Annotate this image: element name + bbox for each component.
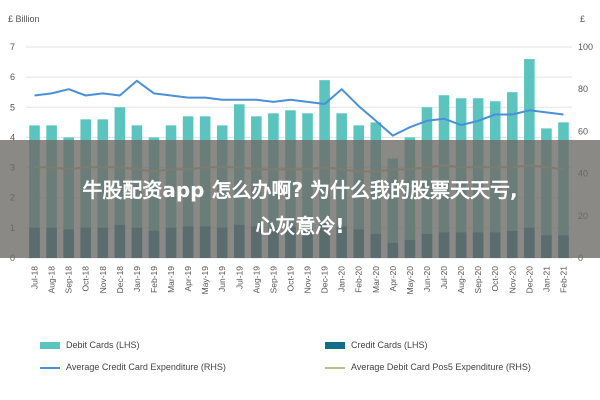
legend-swatch	[40, 342, 60, 350]
avg-credit-expenditure-line	[34, 79, 564, 137]
legend-label: Debit Cards (LHS)	[66, 340, 140, 350]
left-tick-label: 4	[10, 132, 15, 142]
right-tick-label: 80	[578, 84, 588, 94]
x-tick-label: Dec-19	[320, 266, 330, 294]
x-tick-label: Dec-18	[115, 266, 125, 294]
x-tick-label: Oct-20	[490, 266, 500, 292]
overlay-line-1: 牛股配资app 怎么办啊? 为什么我的股票天天亏,	[82, 178, 518, 202]
left-tick-label: 7	[10, 42, 15, 52]
x-tick-label: May-20	[405, 266, 415, 295]
watermark-overlay	[0, 140, 600, 258]
left-tick-label: 6	[10, 72, 15, 82]
legend-avg-debit: Average Debit Card Pos5 Expenditure (RHS…	[325, 362, 531, 372]
x-tick-label: Dec-20	[524, 266, 534, 294]
x-tick-label: Aug-19	[251, 266, 261, 294]
x-tick-label: Jun-19	[217, 266, 227, 292]
x-tick-label: Mar-20	[371, 266, 381, 293]
right-tick-label: 0	[578, 253, 583, 263]
x-tick-label: Mar-19	[166, 266, 176, 293]
legend-label: Average Credit Card Expenditure (RHS)	[66, 362, 226, 372]
right-tick-label: 60	[578, 126, 588, 136]
x-tick-label: Nov-18	[98, 266, 108, 294]
legend: Debit Cards (LHS) Credit Cards (LHS) Ave…	[0, 330, 600, 400]
left-axis-units: £ Billion	[8, 14, 40, 24]
legend-swatch	[325, 366, 345, 369]
right-axis-units: £	[580, 14, 585, 24]
legend-avg-credit: Average Credit Card Expenditure (RHS)	[40, 362, 226, 372]
legend-credit-cards: Credit Cards (LHS)	[325, 340, 428, 350]
x-tick-label: Feb-19	[149, 266, 159, 293]
x-tick-label: Jul-20	[439, 266, 449, 289]
x-tick-label: Sep-18	[64, 266, 74, 294]
legend-swatch	[40, 366, 60, 369]
x-tick-label: Aug-20	[456, 266, 466, 294]
x-tick-label: Sep-19	[268, 266, 278, 294]
x-tick-label: Aug-18	[47, 266, 57, 294]
right-tick-label: 100	[578, 42, 593, 52]
x-axis-ticks: Jul-18 Aug-18 Sep-18 Oct-18 Nov-18 Dec-18 Jan-…	[30, 266, 569, 295]
left-tick-label: 5	[10, 102, 15, 112]
overlay-headline: 牛股配资app 怎么办啊? 为什么我的股票天天亏, 心灰意冷!	[10, 172, 590, 244]
x-tick-label: Jul-19	[234, 266, 244, 289]
x-tick-label: May-19	[200, 266, 210, 295]
legend-debit-cards: Debit Cards (LHS)	[40, 340, 140, 350]
x-tick-label: Jul-18	[30, 266, 40, 289]
x-tick-label: Oct-18	[81, 266, 91, 292]
x-tick-label: Apr-19	[183, 266, 193, 292]
x-tick-label: Nov-20	[507, 266, 517, 294]
x-tick-label: Jun-20	[422, 266, 432, 292]
x-tick-label: Oct-19	[286, 266, 296, 292]
x-tick-label: Jan-21	[541, 266, 551, 292]
x-tick-label: Apr-20	[388, 266, 398, 292]
legend-label: Credit Cards (LHS)	[351, 340, 428, 350]
x-tick-label: Nov-19	[303, 266, 313, 294]
x-tick-label: Sep-20	[473, 266, 483, 294]
legend-label: Average Debit Card Pos5 Expenditure (RHS…	[351, 362, 531, 372]
left-tick-label: 0	[10, 253, 15, 263]
overlay-line-2: 心灰意冷!	[255, 214, 345, 238]
x-tick-label: Feb-21	[559, 266, 569, 293]
x-tick-label: Jan-19	[132, 266, 142, 292]
x-tick-label: Jan-20	[337, 266, 347, 292]
x-tick-label: Feb-20	[354, 266, 364, 293]
legend-swatch	[325, 342, 345, 350]
